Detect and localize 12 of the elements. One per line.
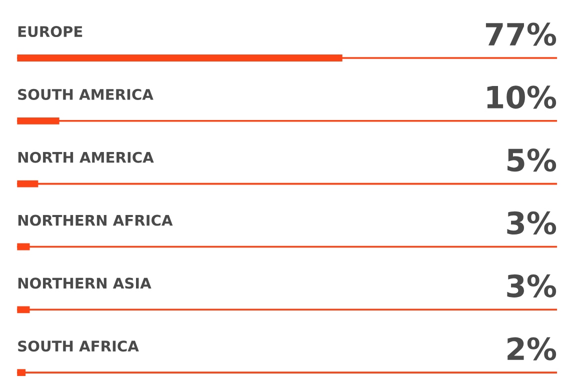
data-label: 3%: [507, 211, 556, 235]
y-tick-label: NORTH AMERICA: [18, 152, 154, 163]
data-label: 5%: [508, 148, 556, 172]
y-tick-label: NORTHERN ASIA: [18, 278, 152, 289]
y-tick-label: NORTHERN AFRICA: [18, 214, 173, 226]
y-tick-label: EUROPE: [18, 26, 82, 38]
data-label: 3%: [507, 274, 556, 298]
data-label: 10%: [487, 86, 556, 109]
y-tick-label: SOUTH AMERICA: [18, 88, 154, 100]
data-label: 2%: [508, 337, 556, 360]
data-label: 77%: [486, 22, 556, 46]
y-tick-label: SOUTH AFRICA: [18, 340, 139, 352]
